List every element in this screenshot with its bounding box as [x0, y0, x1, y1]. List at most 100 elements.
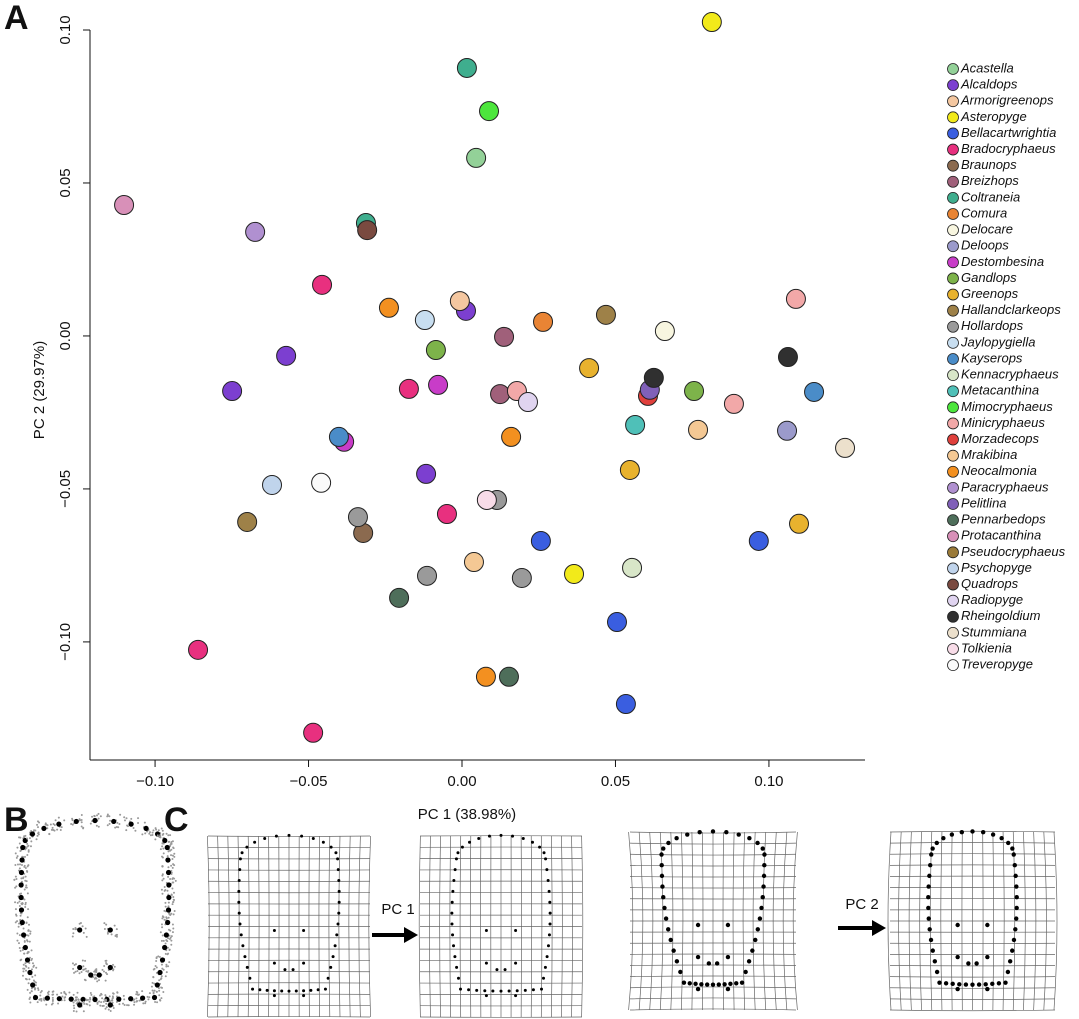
- landmark-spread: [148, 833, 150, 835]
- landmark-spread: [24, 865, 26, 867]
- legend-marker: [948, 257, 959, 268]
- landmark-mean: [19, 907, 24, 912]
- legend-label: Gandlops: [961, 270, 1017, 285]
- landmark: [697, 830, 701, 834]
- landmark-spread: [105, 972, 107, 974]
- landmark-spread: [168, 841, 170, 843]
- landmark-spread: [83, 1010, 85, 1012]
- landmark-spread: [82, 925, 84, 927]
- landmark: [711, 982, 715, 986]
- landmark-spread: [41, 990, 43, 992]
- landmark: [926, 884, 930, 888]
- landmark-spread: [30, 959, 32, 961]
- grid-warp: [890, 1010, 1055, 1011]
- landmark-spread: [37, 987, 39, 989]
- landmark: [711, 829, 715, 833]
- landmark-spread: [58, 817, 60, 819]
- landmark-spread: [152, 982, 154, 984]
- landmark: [477, 837, 480, 840]
- landmark: [337, 922, 340, 925]
- legend-marker: [948, 128, 959, 139]
- landmark: [338, 901, 341, 904]
- landmark-spread: [23, 928, 25, 930]
- diagrams: [13, 813, 1057, 1017]
- landmark: [931, 948, 935, 952]
- landmark: [762, 852, 766, 856]
- landmark-mean: [166, 895, 171, 900]
- landmark-spread: [113, 1007, 115, 1009]
- landmark-mean: [162, 945, 167, 950]
- point: [277, 346, 296, 365]
- landmark-spread: [112, 992, 114, 994]
- landmark-spread: [52, 991, 54, 993]
- landmark-spread: [89, 1001, 91, 1003]
- landmark-spread: [165, 966, 167, 968]
- landmark: [957, 982, 961, 986]
- landmark: [762, 863, 766, 867]
- legend-marker: [948, 386, 959, 397]
- landmark-spread: [116, 822, 118, 824]
- landmark-spread: [31, 976, 33, 978]
- landmark-mean: [143, 826, 148, 831]
- landmark-spread: [105, 980, 107, 982]
- landmark: [951, 982, 955, 986]
- landmark: [548, 890, 551, 893]
- landmark-spread: [57, 1003, 59, 1005]
- landmark: [548, 901, 551, 904]
- landmark-spread: [16, 847, 18, 849]
- landmark-spread: [72, 932, 74, 934]
- landmark-mean: [19, 870, 24, 875]
- point: [702, 13, 721, 32]
- legend-marker: [948, 466, 959, 477]
- landmark-spread: [156, 1001, 158, 1003]
- landmark-spread: [73, 994, 75, 996]
- landmark: [666, 841, 670, 845]
- landmark-spread: [151, 834, 153, 836]
- landmark-spread: [172, 903, 174, 905]
- landmark-spread: [165, 964, 167, 966]
- landmark: [300, 835, 303, 838]
- landmark: [696, 955, 700, 959]
- legend-marker: [948, 112, 959, 123]
- landmark-mean: [164, 932, 169, 937]
- landmark-mean: [57, 996, 62, 1001]
- landmark-spread: [114, 827, 116, 829]
- landmark-spread: [170, 854, 172, 856]
- landmark-spread: [20, 892, 22, 894]
- landmark-spread: [156, 991, 158, 993]
- landmark: [1010, 846, 1014, 850]
- landmark-spread: [123, 998, 125, 1000]
- landmark: [696, 923, 700, 927]
- point: [304, 723, 323, 742]
- landmark-spread: [14, 864, 16, 866]
- legend-label: Radiopyge: [961, 592, 1023, 607]
- landmark-mean: [108, 1002, 113, 1007]
- landmark-spread: [33, 965, 35, 967]
- landmark: [935, 841, 939, 845]
- landmark-spread: [165, 943, 167, 945]
- landmark: [964, 982, 968, 986]
- landmark-spread: [159, 956, 161, 958]
- point: [329, 427, 348, 446]
- landmark-mean: [140, 996, 145, 1001]
- landmark-spread: [165, 953, 167, 955]
- landmark-spread: [34, 830, 36, 832]
- landmark: [544, 966, 547, 969]
- legend-marker: [948, 531, 959, 542]
- landmark-spread: [17, 864, 19, 866]
- legend-label: Mimocryphaeus: [961, 399, 1053, 414]
- landmark-mean: [157, 970, 162, 975]
- landmark-spread: [154, 838, 156, 840]
- landmark-spread: [161, 923, 163, 925]
- legend-marker: [948, 241, 959, 252]
- landmark-spread: [85, 999, 87, 1001]
- landmark-spread: [17, 855, 19, 857]
- legend-marker: [948, 96, 959, 107]
- landmark: [977, 982, 981, 986]
- point: [415, 311, 434, 330]
- landmark-spread: [164, 902, 166, 904]
- legend-marker: [948, 563, 959, 574]
- landmark: [295, 990, 298, 993]
- legend-label: Hollardops: [961, 318, 1024, 333]
- landmark: [302, 962, 305, 965]
